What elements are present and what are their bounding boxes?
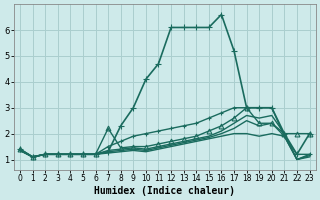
X-axis label: Humidex (Indice chaleur): Humidex (Indice chaleur): [94, 186, 235, 196]
